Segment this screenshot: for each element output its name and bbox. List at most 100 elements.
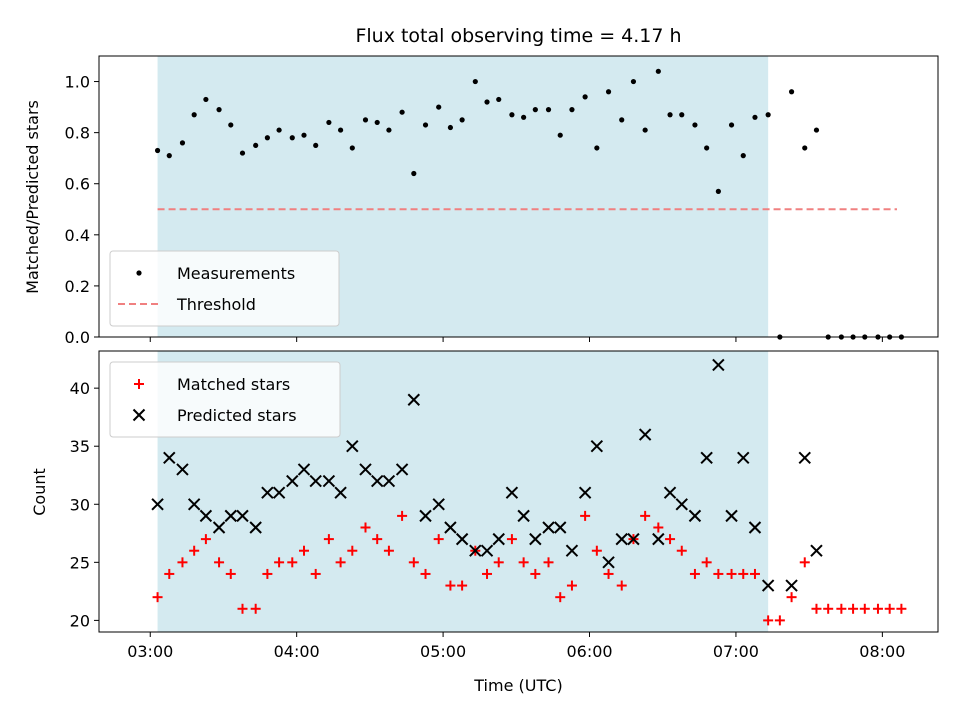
predicted-stars-point bbox=[798, 451, 811, 465]
predicted-stars-point bbox=[652, 532, 665, 546]
bottom-y-tick-label: 30 bbox=[70, 495, 90, 514]
matched-stars-point bbox=[482, 568, 493, 579]
predicted-stars-point bbox=[615, 532, 628, 546]
bottom-y-axis-label: Count bbox=[30, 468, 49, 516]
predicted-stars-point bbox=[224, 509, 237, 523]
predicted-stars-point bbox=[176, 463, 189, 476]
predicted-stars-point bbox=[334, 486, 347, 499]
measurement-point bbox=[655, 68, 661, 74]
matched-stars-point bbox=[310, 568, 321, 579]
measurement-point bbox=[203, 96, 209, 103]
predicted-stars-point bbox=[359, 463, 372, 476]
measurement-point bbox=[679, 112, 685, 118]
predicted-stars-point bbox=[700, 451, 713, 465]
matched-stars-point bbox=[640, 510, 651, 521]
measurement-point bbox=[630, 78, 637, 85]
predicted-stars-point bbox=[480, 544, 494, 557]
matched-stars-point bbox=[811, 603, 822, 614]
measurement-point bbox=[326, 119, 332, 126]
predicted-stars-point bbox=[212, 521, 226, 534]
bottom-x-tick-label: 06:00 bbox=[566, 642, 612, 661]
predicted-stars-point bbox=[627, 532, 640, 546]
matched-stars-point bbox=[726, 568, 737, 579]
matched-stars-point bbox=[530, 568, 541, 579]
predicted-stars-point bbox=[725, 509, 738, 523]
matched-stars-point bbox=[676, 545, 687, 556]
measurement-point bbox=[253, 142, 259, 149]
top-axes-frame bbox=[98, 55, 939, 338]
measurement-point bbox=[605, 89, 612, 95]
predicted-stars-point bbox=[737, 451, 750, 465]
matched-stars-point bbox=[872, 603, 883, 614]
measurement-point bbox=[179, 140, 186, 146]
top-y-tick-label: 1.0 bbox=[65, 73, 90, 92]
predicted-stars-point bbox=[151, 498, 164, 511]
measurement-point bbox=[374, 119, 380, 126]
measurement-point bbox=[545, 107, 552, 113]
top-y-tick-label: 0.2 bbox=[65, 277, 90, 296]
matched-stars-point bbox=[823, 603, 834, 614]
bottom-y-tick-label: 40 bbox=[70, 379, 90, 398]
matched-stars-point bbox=[653, 522, 664, 533]
predicted-stars-point bbox=[785, 579, 798, 592]
matched-stars-point bbox=[457, 580, 468, 591]
predicted-stars-point bbox=[688, 509, 702, 523]
predicted-stars-point bbox=[286, 474, 299, 488]
measurement-point bbox=[472, 78, 478, 85]
matched-stars-point bbox=[518, 557, 529, 568]
bottom-panel-counts: 20 25 30 35 40 03:00 04:00 05:00 06:00 07:00 08:00… bbox=[70, 350, 939, 661]
bottom-axes-frame bbox=[98, 350, 939, 633]
measurement-point bbox=[532, 107, 538, 113]
bottom-x-tick-label: 03:00 bbox=[127, 642, 173, 661]
measurement-point bbox=[788, 89, 795, 95]
matched-stars-point bbox=[506, 534, 517, 545]
predicted-stars-point bbox=[346, 440, 359, 453]
legend-measurements-swatch bbox=[136, 270, 142, 276]
matched-stars-point bbox=[372, 534, 383, 545]
predicted-stars-point bbox=[163, 451, 176, 465]
measurement-point bbox=[459, 117, 465, 123]
bottom-series-predicted-stars bbox=[151, 358, 823, 592]
measurement-point bbox=[692, 122, 698, 128]
measurement-point bbox=[216, 107, 222, 113]
measurement-point bbox=[436, 104, 442, 110]
matched-stars-point bbox=[225, 568, 236, 579]
matched-stars-point bbox=[335, 557, 346, 568]
predicted-stars-point bbox=[469, 544, 482, 557]
measurement-point bbox=[813, 127, 820, 133]
predicted-stars-point bbox=[663, 486, 677, 499]
matched-stars-point bbox=[543, 557, 554, 568]
measurement-point bbox=[154, 147, 161, 154]
measurement-point bbox=[349, 145, 355, 151]
matched-stars-point bbox=[701, 557, 712, 568]
measurement-point bbox=[619, 117, 625, 123]
matched-stars-point bbox=[799, 557, 810, 568]
measurement-point bbox=[239, 150, 246, 156]
measurement-point bbox=[557, 132, 563, 138]
predicted-stars-point bbox=[578, 486, 592, 499]
matched-stars-point bbox=[408, 557, 419, 568]
matched-stars-point bbox=[347, 545, 358, 556]
measurement-point bbox=[289, 135, 295, 141]
matched-stars-point bbox=[665, 534, 676, 545]
predicted-stars-point bbox=[236, 509, 249, 523]
bottom-x-tick-label: 07:00 bbox=[713, 642, 759, 661]
predicted-stars-point bbox=[565, 544, 579, 557]
measurement-point bbox=[704, 145, 710, 151]
predicted-stars-point bbox=[492, 532, 505, 546]
measurement-point bbox=[166, 153, 172, 159]
measurement-point bbox=[752, 114, 758, 120]
measurement-point bbox=[667, 112, 673, 118]
matched-stars-point bbox=[445, 580, 456, 591]
predicted-stars-point bbox=[748, 521, 762, 534]
predicted-stars-point bbox=[187, 498, 201, 511]
predicted-stars-point bbox=[455, 532, 469, 546]
matched-stars-point bbox=[566, 580, 577, 591]
bottom-x-tick-label: 05:00 bbox=[420, 642, 466, 661]
predicted-stars-point bbox=[309, 474, 322, 488]
predicted-stars-point bbox=[638, 428, 652, 441]
predicted-stars-point bbox=[761, 579, 775, 592]
matched-stars-point bbox=[555, 592, 566, 603]
bottom-legend: Matched stars Predicted stars bbox=[109, 361, 341, 438]
